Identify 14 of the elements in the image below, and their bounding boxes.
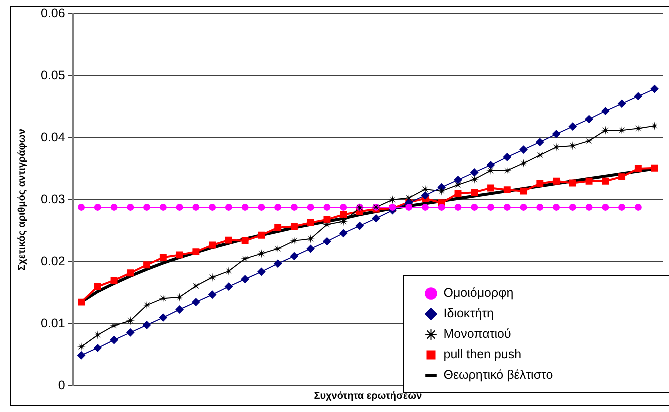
y-tick-label: 0 [58,378,66,392]
x-axis-title: Συχνότητα ερωτήσεων [314,390,423,402]
legend-label: Μονοπατιού [444,327,512,342]
y-tick-label: 0.03 [40,192,66,206]
legend-label: Ομοιόμορφη [444,286,514,300]
y-axis-title: Σχετικός αριθμός αντιγράφων [16,128,28,271]
y-tick-label: 0.01 [40,316,66,330]
legend-label: Ιδιοκτήτη [444,306,494,321]
legend-label: pull then push [444,348,522,362]
y-tick-label: 0.06 [40,6,66,20]
y-tick-label: 0.02 [40,254,66,268]
legend-label: Θεωρητικό βέλτιστο [444,368,554,382]
y-tick-label: 0.04 [40,130,66,144]
y-tick-label: 0.05 [40,68,66,82]
